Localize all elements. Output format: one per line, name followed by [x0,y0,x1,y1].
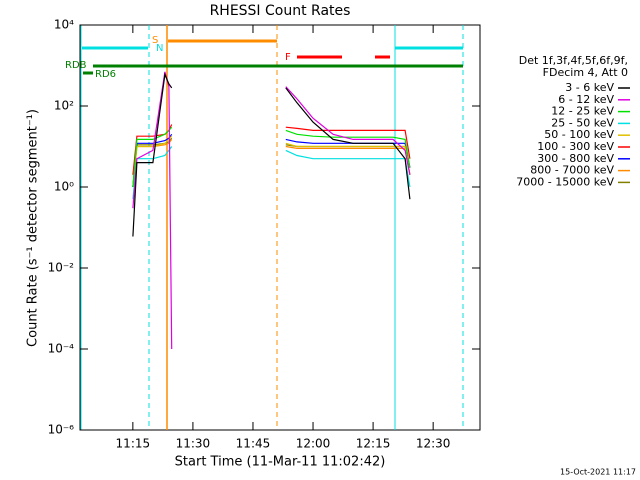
legend-label: 6 - 12 keV [558,93,614,106]
legend-label: 25 - 50 keV [551,116,614,129]
legend-label: 100 - 300 keV [537,140,614,153]
x-tick-label: 11:30 [176,437,211,451]
x-tick-label: 12:30 [416,437,451,451]
legend-label: 800 - 7000 keV [530,164,614,177]
annotation: N [156,43,163,54]
annotation: S [152,35,158,46]
series-line [132,146,411,200]
series-line [132,137,411,188]
y-tick-label: 10² [54,99,74,113]
series-line [132,72,411,237]
y-tick-label: 10⁴ [54,18,74,32]
y-tick-label: 10⁻² [48,261,75,275]
x-tick-label: 12:00 [296,437,331,451]
series-line [132,71,411,350]
event-markers [80,25,464,430]
x-tick-label: 12:15 [356,437,391,451]
annotation: RDB [65,60,87,71]
series-line [132,126,411,188]
legend-header: FDecim 4, Att 0 [543,66,628,79]
series-line [132,133,411,188]
legend-label: 3 - 6 keV [565,81,614,94]
y-tick-label: 10⁰ [54,180,74,194]
legend-label: 12 - 25 keV [551,105,614,118]
chart-title: RHESSI Count Rates [210,3,351,19]
footer: 15-Oct-2021 11:17 [560,468,636,477]
y-tick-label: 10⁻⁶ [48,423,75,437]
legend-label: 300 - 800 keV [537,152,614,165]
x-tick-label: 11:15 [116,437,151,451]
annotation: RD6 [95,69,116,80]
y-tick-label: 10⁻⁴ [48,342,75,356]
plot-frame [79,24,481,431]
legend-header: Det 1f,3f,4f,5f,6f,9f, [519,54,628,67]
series-line [132,124,411,175]
legend-label: 50 - 100 keV [544,128,614,141]
x-axis-label: Start Time (11-Mar-11 11:02:42) [175,455,386,470]
annotation: F [285,52,291,63]
legend-label: 7000 - 15000 keV [516,175,614,188]
x-tick-label: 11:45 [236,437,271,451]
y-axis-label: Count Rate (s⁻¹ detector segment⁻¹) [26,109,41,347]
